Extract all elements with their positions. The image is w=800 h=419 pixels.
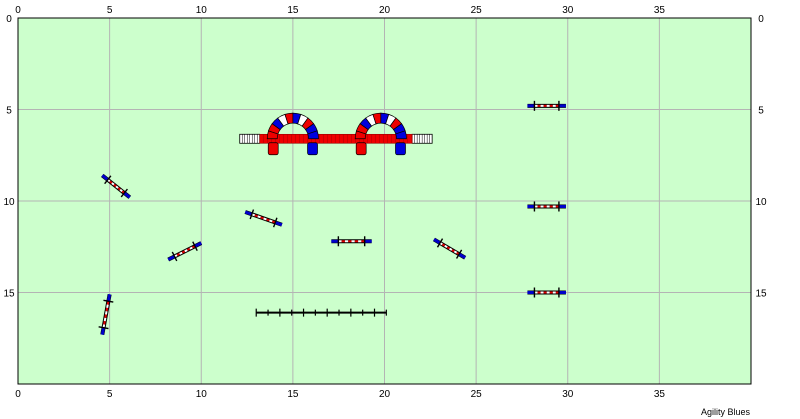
y-tick-label-right: 10 bbox=[755, 197, 767, 208]
x-tick-label-top: 15 bbox=[287, 5, 299, 16]
ring-border bbox=[17, 17, 752, 385]
jump-obstacle bbox=[331, 236, 372, 247]
tunnel-leg-left bbox=[355, 142, 367, 156]
jump-pole-stripe bbox=[117, 187, 121, 191]
jump-pole-stripe bbox=[257, 215, 261, 219]
jump-pole-stripe bbox=[441, 243, 446, 247]
x-tick-label-top: 20 bbox=[379, 5, 391, 16]
jump-standard bbox=[120, 188, 128, 198]
jump-pole-stripe bbox=[103, 320, 106, 325]
jump-obstacle bbox=[98, 293, 114, 335]
jump-pole-stripe bbox=[189, 246, 193, 250]
jump-obstacle bbox=[527, 100, 566, 111]
jump-wing-left bbox=[167, 255, 176, 261]
jump-standard bbox=[171, 251, 178, 262]
jump-pole-stripe bbox=[176, 252, 181, 257]
tunnel-obstacle bbox=[354, 112, 407, 156]
x-tick-label-bottom: 20 bbox=[379, 389, 391, 400]
jump-obstacle bbox=[527, 287, 566, 298]
x-tick-label-top: 30 bbox=[562, 5, 574, 16]
course-obstacles bbox=[98, 100, 566, 335]
jump-pole-stripe bbox=[254, 214, 259, 218]
jump-standard bbox=[272, 217, 278, 228]
x-tick-label-top: 10 bbox=[196, 5, 208, 16]
y-tick-label-left: 5 bbox=[6, 106, 12, 117]
x-tick-label-bottom: 25 bbox=[471, 389, 483, 400]
jump-pole-stripe bbox=[179, 251, 183, 255]
tunnel-ring-segment bbox=[395, 130, 407, 140]
jump-pole-stripe bbox=[113, 183, 117, 188]
jump-pole-stripe bbox=[115, 185, 119, 189]
credit-label: Agility Blues bbox=[700, 407, 750, 417]
x-tick-label-bottom: 10 bbox=[196, 389, 208, 400]
y-tick-label-right: 15 bbox=[755, 289, 767, 300]
y-tick-label-left: 10 bbox=[3, 197, 15, 208]
jump-obstacle bbox=[527, 201, 566, 212]
x-tick-label-bottom: 35 bbox=[654, 389, 666, 400]
tunnel-leg-right bbox=[395, 142, 406, 156]
tunnel-leg-left bbox=[267, 142, 279, 156]
tunnel-leg-right bbox=[307, 142, 318, 156]
jump-pole-stripe bbox=[269, 219, 273, 223]
jump-pole-stripe bbox=[449, 247, 453, 251]
y-tick-label-left: 0 bbox=[6, 14, 12, 25]
jump-wing-right bbox=[458, 252, 466, 260]
jump-standard bbox=[104, 175, 112, 185]
jump-pole-stripe bbox=[181, 250, 186, 254]
jump-obstacle bbox=[244, 209, 283, 228]
jump-pole-stripe bbox=[105, 307, 109, 312]
jump-pole-stripe bbox=[263, 217, 267, 221]
jump-standard bbox=[192, 241, 198, 252]
x-tick-label-bottom: 30 bbox=[562, 389, 574, 400]
jump-standard bbox=[249, 209, 255, 220]
jump-wing-left bbox=[101, 174, 109, 181]
x-tick-label-bottom: 5 bbox=[107, 389, 113, 400]
x-tick-label-top: 35 bbox=[654, 5, 666, 16]
jump-standard bbox=[103, 299, 114, 303]
jump-pole-stripe bbox=[444, 244, 448, 249]
ring-grid bbox=[18, 18, 751, 384]
jump-obstacle bbox=[432, 237, 467, 260]
jump-pole-stripe bbox=[186, 247, 191, 251]
jump-wing-left bbox=[100, 327, 106, 335]
jump-wing-left bbox=[244, 210, 253, 216]
x-tick-label-top: 0 bbox=[15, 5, 21, 16]
y-tick-label-left: 15 bbox=[3, 289, 15, 300]
jump-pole-stripe bbox=[266, 218, 270, 222]
jump-pole-stripe bbox=[453, 250, 458, 254]
jump-standard bbox=[455, 249, 463, 259]
x-tick-label-top: 5 bbox=[107, 5, 113, 16]
jump-standard bbox=[98, 326, 109, 330]
jump-wing-right bbox=[123, 191, 131, 199]
x-tick-label-top: 25 bbox=[471, 5, 483, 16]
jump-obstacle bbox=[101, 173, 132, 199]
jump-pole-stripe bbox=[111, 182, 115, 186]
jump-wing-right bbox=[106, 294, 112, 302]
tunnel-obstacle bbox=[266, 112, 319, 156]
jump-pole-stripe bbox=[103, 317, 107, 322]
jump-wing-left bbox=[433, 238, 441, 245]
y-tick-label-right: 0 bbox=[758, 14, 764, 25]
jump-obstacle bbox=[167, 241, 203, 262]
weave-poles-obstacle bbox=[255, 308, 387, 317]
jump-wing-right bbox=[194, 241, 202, 248]
jump-pole-stripe bbox=[260, 216, 264, 220]
jump-pole-stripe bbox=[446, 246, 451, 250]
jump-pole-stripe bbox=[119, 188, 123, 193]
jump-pole-stripe bbox=[109, 180, 113, 184]
x-tick-label-bottom: 15 bbox=[287, 389, 299, 400]
jump-pole-stripe bbox=[104, 310, 108, 315]
x-tick-label-bottom: 0 bbox=[15, 389, 21, 400]
jump-wing-right bbox=[274, 221, 283, 227]
jump-standard bbox=[436, 238, 444, 248]
jump-pole-stripe bbox=[104, 314, 107, 318]
jump-pole-stripe bbox=[451, 249, 455, 253]
y-tick-label-right: 5 bbox=[758, 106, 764, 117]
jump-pole-stripe bbox=[184, 249, 188, 253]
jump-pole-stripe bbox=[106, 304, 109, 309]
tunnel-ring-segment bbox=[307, 130, 319, 140]
